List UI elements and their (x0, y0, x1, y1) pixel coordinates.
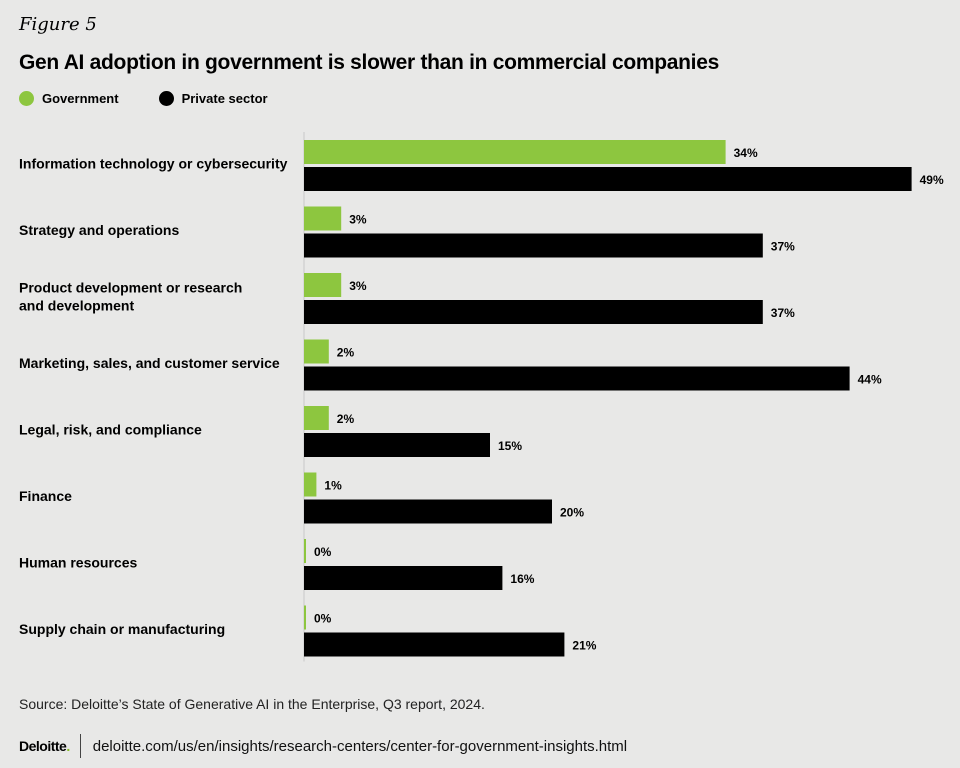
value-label-government: 0% (314, 545, 332, 559)
value-label-private-sector: 37% (771, 240, 795, 254)
footer: Deloitte. deloitte.com/us/en/insights/re… (19, 734, 627, 758)
bar-private-sector (304, 566, 503, 590)
bar-government (304, 140, 726, 164)
legend-swatch-government (19, 91, 34, 106)
value-label-government: 1% (324, 479, 342, 493)
bar-private-sector (304, 167, 912, 191)
category-label-line: Supply chain or manufacturing (19, 621, 225, 637)
category-label: Supply chain or manufacturing (19, 621, 225, 637)
value-label-government: 3% (349, 213, 367, 227)
bar-government (304, 605, 306, 630)
bar-private-sector (304, 632, 565, 657)
legend: Government Private sector (19, 91, 308, 106)
value-label-government: 34% (734, 146, 758, 160)
category-label-line: Strategy and operations (19, 222, 179, 238)
bar-government (304, 406, 329, 430)
logo-text: Deloitte (19, 738, 67, 754)
category-label-line: Marketing, sales, and customer service (19, 355, 280, 371)
category-label: Finance (19, 488, 72, 504)
value-label-private-sector: 37% (771, 306, 795, 320)
category-label-line: Product development or research (19, 280, 242, 296)
bar-chart: Information technology or cybersecurity 3… (19, 132, 944, 662)
value-label-government: 2% (337, 412, 355, 426)
category-label: Strategy and operations (19, 222, 179, 238)
category-label-line: and development (19, 298, 134, 314)
legend-swatch-private-sector (158, 91, 174, 106)
legend-item-government: Government (19, 91, 119, 106)
bar-government (304, 539, 306, 563)
category-label: Human resources (19, 555, 137, 571)
category-label: Marketing, sales, and customer service (19, 355, 280, 371)
value-label-government: 3% (349, 279, 367, 293)
category-label-line: Information technology or cybersecurity (19, 156, 288, 172)
value-label-government: 2% (337, 346, 355, 360)
value-label-private-sector: 21% (572, 639, 596, 653)
category-label: Legal, risk, and compliance (19, 422, 202, 438)
category-label: Product development or research and devel… (19, 280, 242, 314)
bar-private-sector (304, 300, 763, 324)
value-label-private-sector: 49% (920, 173, 944, 187)
bar-private-sector (304, 433, 490, 457)
deloitte-logo: Deloitte. (19, 738, 80, 754)
value-label-private-sector: 15% (498, 439, 522, 453)
category-label-line: Human resources (19, 555, 137, 571)
bar-government (304, 339, 329, 364)
category-label: Information technology or cybersecurity (19, 156, 288, 172)
value-label-private-sector: 20% (560, 506, 584, 520)
value-label-government: 0% (314, 612, 332, 626)
legend-item-private-sector: Private sector (158, 91, 268, 106)
footer-url[interactable]: deloitte.com/us/en/insights/research-cen… (92, 737, 628, 755)
bar-government (304, 472, 317, 497)
figure-label: Figure 5 (19, 14, 97, 35)
bar-private-sector (304, 499, 552, 524)
legend-label-government: Government (42, 91, 119, 106)
legend-label-private-sector: Private sector (181, 91, 268, 106)
value-label-private-sector: 44% (858, 373, 882, 387)
category-label-line: Legal, risk, and compliance (19, 422, 202, 438)
bar-government (304, 273, 342, 297)
chart-title: Gen AI adoption in government is slower … (19, 51, 719, 74)
bar-government (304, 206, 342, 231)
source-note: Source: Deloitte’s State of Generative A… (19, 696, 485, 712)
value-label-private-sector: 16% (510, 572, 534, 586)
bar-private-sector (304, 233, 763, 258)
logo-dot: . (66, 738, 70, 754)
category-label-line: Finance (19, 488, 72, 504)
footer-divider (79, 734, 81, 758)
bar-private-sector (304, 366, 850, 391)
